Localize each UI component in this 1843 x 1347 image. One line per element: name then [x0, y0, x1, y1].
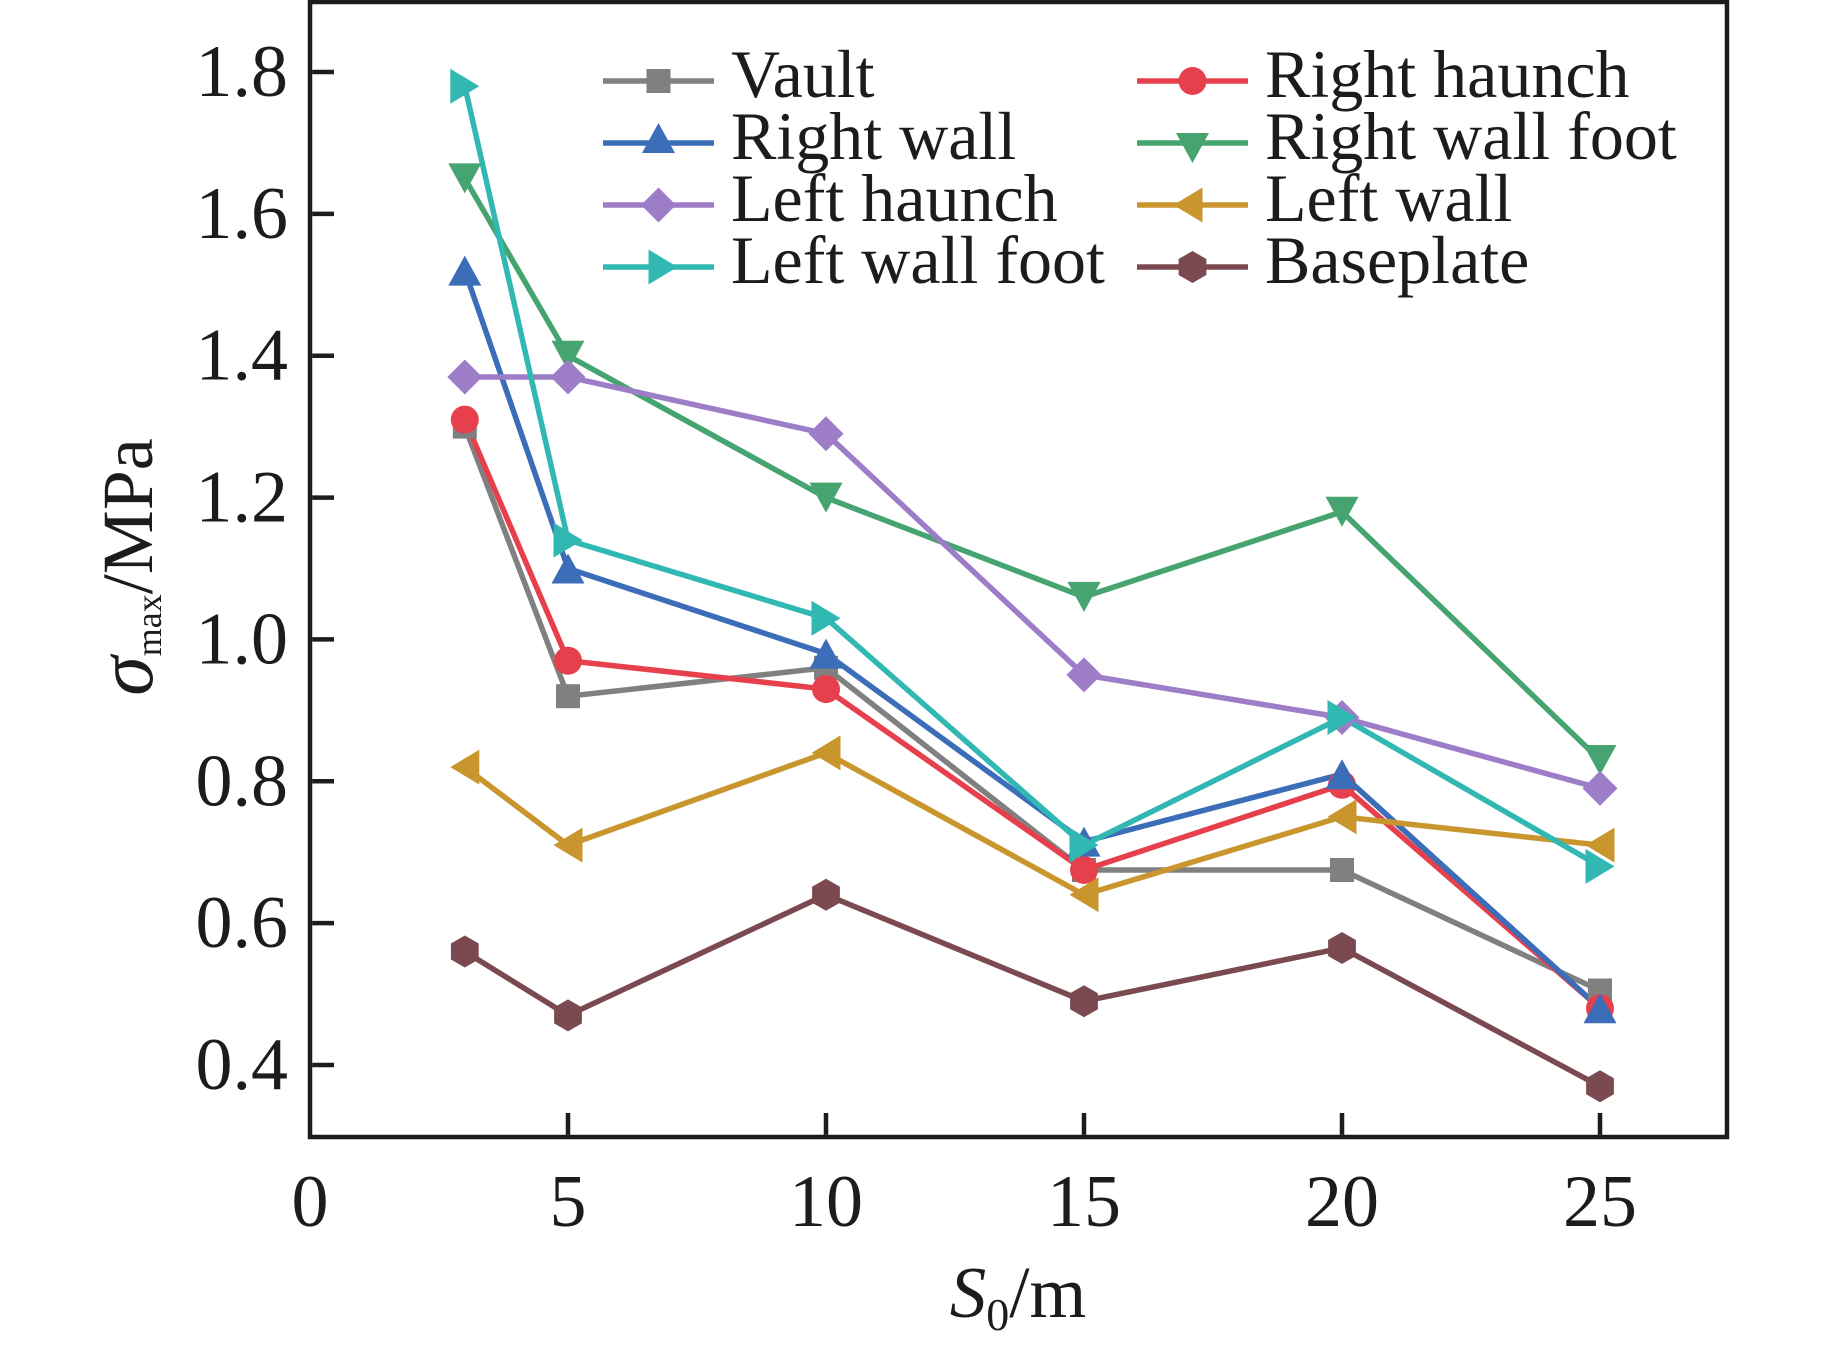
svg-text:1.0: 1.0 [196, 598, 289, 680]
svg-text:5: 5 [550, 1161, 587, 1243]
svg-text:Vault: Vault [731, 36, 875, 112]
svg-text:1.6: 1.6 [196, 173, 289, 255]
svg-text:Right wall foot: Right wall foot [1265, 98, 1677, 174]
svg-text:0.6: 0.6 [196, 882, 289, 964]
svg-text:1.8: 1.8 [196, 31, 289, 113]
svg-text:20: 20 [1305, 1161, 1379, 1243]
svg-text:Right haunch: Right haunch [1265, 36, 1630, 112]
svg-text:10: 10 [789, 1161, 863, 1243]
svg-text:25: 25 [1563, 1161, 1637, 1243]
svg-text:Left wall: Left wall [1265, 160, 1512, 236]
svg-text:15: 15 [1047, 1161, 1121, 1243]
svg-text:0.8: 0.8 [196, 740, 289, 822]
svg-text:σmax/MPa: σmax/MPa [82, 438, 170, 695]
svg-text:0.4: 0.4 [196, 1024, 289, 1106]
svg-text:1.2: 1.2 [196, 457, 289, 539]
svg-text:0: 0 [292, 1161, 329, 1243]
svg-text:Baseplate: Baseplate [1265, 222, 1529, 298]
svg-text:Right wall: Right wall [731, 98, 1016, 174]
svg-text:Left wall foot: Left wall foot [731, 222, 1105, 298]
svg-text:S0/m: S0/m [950, 1252, 1087, 1340]
svg-text:Left haunch: Left haunch [731, 160, 1058, 236]
svg-text:1.4: 1.4 [196, 315, 289, 397]
